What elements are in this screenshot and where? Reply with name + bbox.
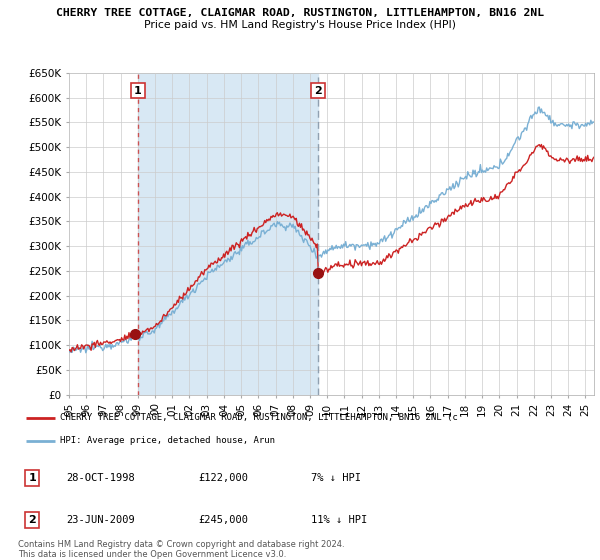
Text: HPI: Average price, detached house, Arun: HPI: Average price, detached house, Arun	[60, 436, 275, 445]
Text: £245,000: £245,000	[199, 515, 248, 525]
Text: 11% ↓ HPI: 11% ↓ HPI	[311, 515, 368, 525]
Text: CHERRY TREE COTTAGE, CLAIGMAR ROAD, RUSTINGTON, LITTLEHAMPTON, BN16 2NL (c: CHERRY TREE COTTAGE, CLAIGMAR ROAD, RUST…	[60, 413, 458, 422]
Bar	[138, 73, 318, 395]
Text: Price paid vs. HM Land Registry's House Price Index (HPI): Price paid vs. HM Land Registry's House …	[144, 20, 456, 30]
Text: 28-OCT-1998: 28-OCT-1998	[66, 473, 134, 483]
Text: CHERRY TREE COTTAGE, CLAIGMAR ROAD, RUSTINGTON, LITTLEHAMPTON, BN16 2NL: CHERRY TREE COTTAGE, CLAIGMAR ROAD, RUST…	[56, 8, 544, 18]
Text: 1: 1	[28, 473, 36, 483]
Text: 2: 2	[314, 86, 322, 96]
Text: 2: 2	[28, 515, 36, 525]
Text: 1: 1	[134, 86, 142, 96]
Text: Contains HM Land Registry data © Crown copyright and database right 2024.
This d: Contains HM Land Registry data © Crown c…	[18, 540, 344, 559]
Text: 23-JUN-2009: 23-JUN-2009	[66, 515, 134, 525]
Text: £122,000: £122,000	[199, 473, 248, 483]
Text: 7% ↓ HPI: 7% ↓ HPI	[311, 473, 361, 483]
